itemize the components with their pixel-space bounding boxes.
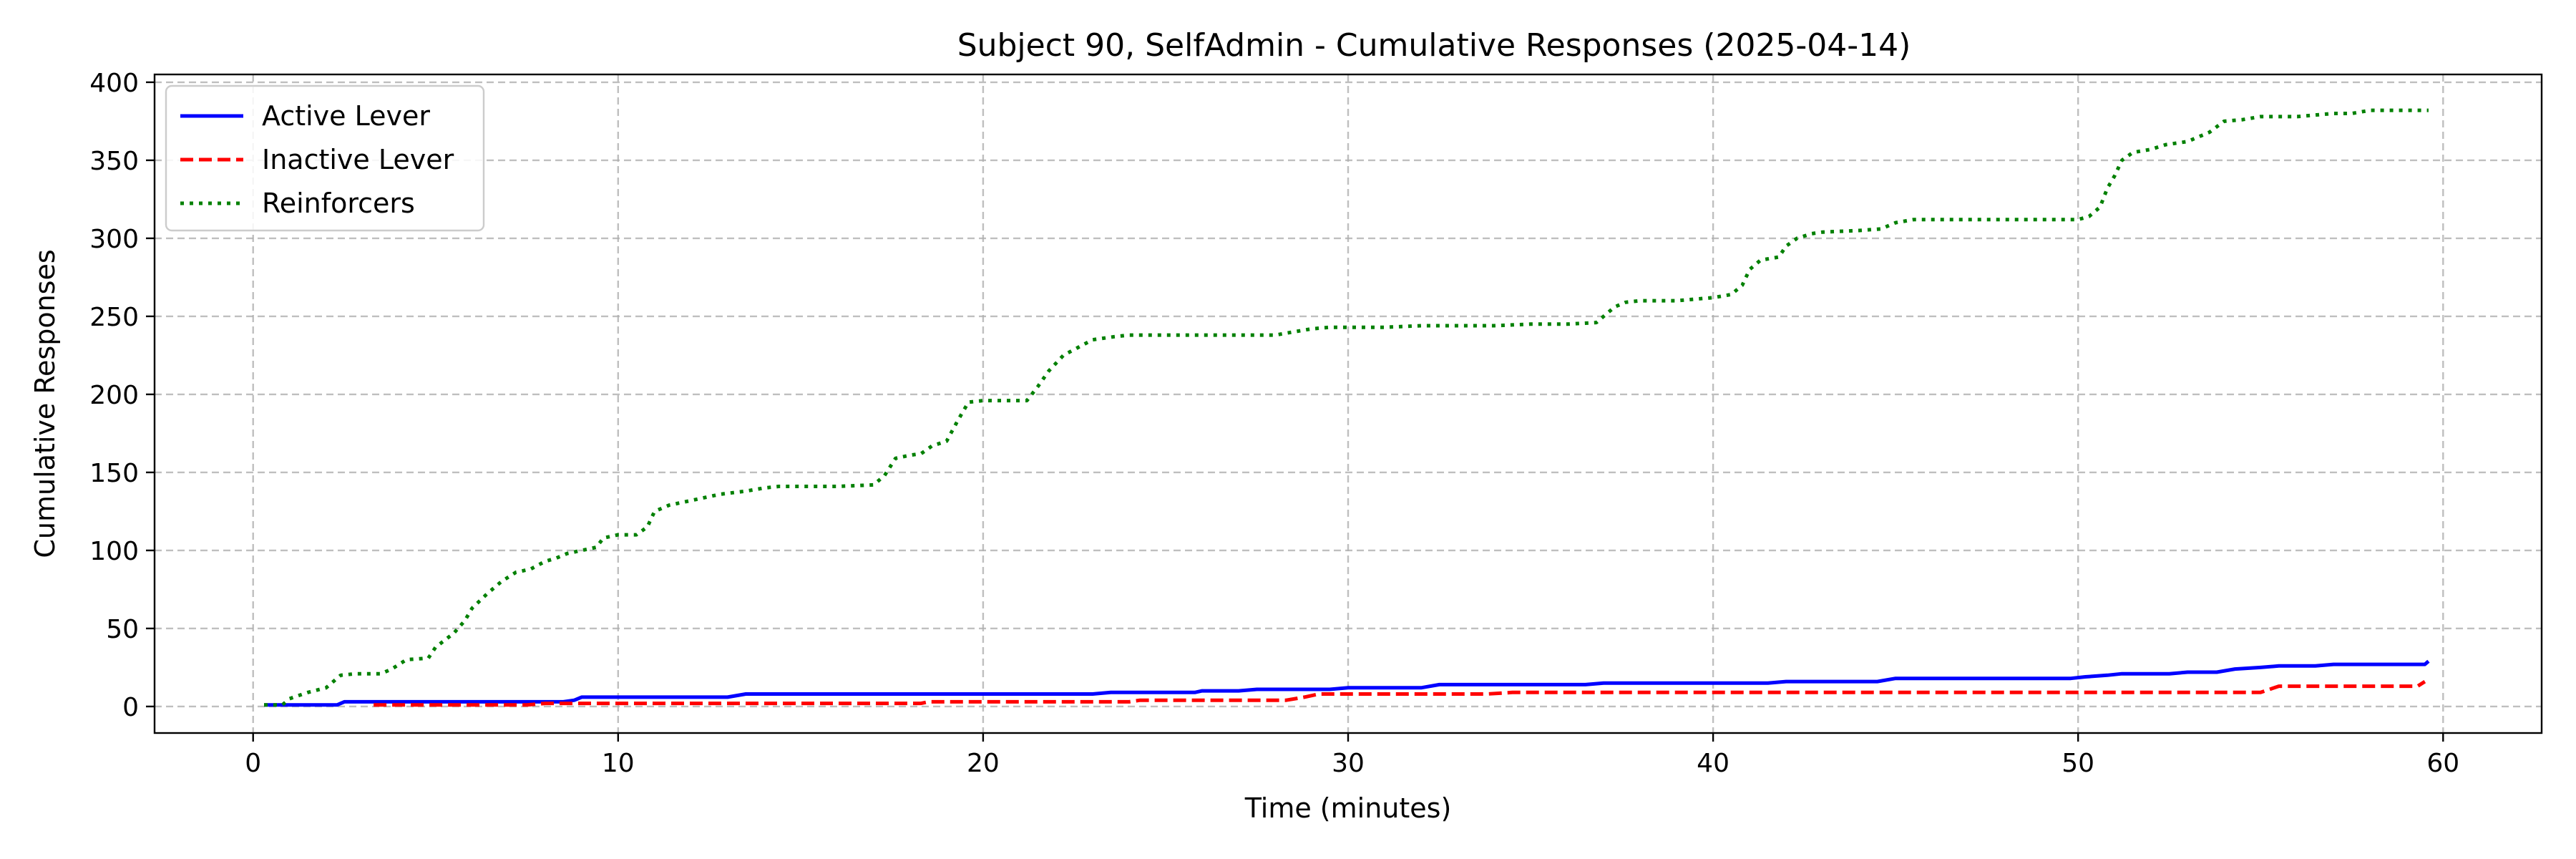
x-tick-label: 10 <box>602 749 635 778</box>
y-axis-label: Cumulative Responses <box>29 249 61 558</box>
y-tick-label: 250 <box>89 303 139 332</box>
x-tick-label: 20 <box>967 749 1000 778</box>
y-tick-label: 400 <box>89 69 139 98</box>
legend-label-reinforcers: Reinforcers <box>262 188 415 219</box>
y-tick-label: 100 <box>89 537 139 566</box>
grid-lines <box>155 74 2542 733</box>
y-tick-label: 350 <box>89 147 139 176</box>
legend-label-active-lever: Active Lever <box>262 100 430 132</box>
x-tick-label: 30 <box>1332 749 1365 778</box>
axis-ticks: 0 10 20 30 40 50 60 0 50 100 150 200 250 300 350 400 <box>89 69 2459 778</box>
x-tick-label: 0 <box>245 749 261 778</box>
x-axis-label: Time (minutes) <box>1244 792 1452 824</box>
x-tick-label: 60 <box>2426 749 2459 778</box>
legend-items: Active Lever Inactive Lever Reinforcers <box>180 100 454 219</box>
legend-label-inactive-lever: Inactive Lever <box>262 144 454 175</box>
chart-title: Subject 90, SelfAdmin - Cumulative Respo… <box>957 27 1911 64</box>
series-line-active-lever <box>264 659 2430 707</box>
plot-frame <box>153 73 2543 734</box>
series-line-inactive-lever <box>374 679 2426 707</box>
y-tick-label: 200 <box>89 381 139 410</box>
legend: Active Lever Inactive Lever Reinforcers <box>165 84 485 232</box>
x-tick-label: 40 <box>1697 749 1729 778</box>
y-tick-label: 50 <box>106 615 139 644</box>
legend-box <box>165 84 485 232</box>
y-tick-label: 300 <box>89 225 139 254</box>
y-tick-label: 0 <box>122 693 139 722</box>
series-line-reinforcers <box>264 108 2429 707</box>
y-tick-label: 150 <box>89 459 139 488</box>
series-lines <box>264 108 2430 707</box>
x-tick-label: 50 <box>2062 749 2094 778</box>
